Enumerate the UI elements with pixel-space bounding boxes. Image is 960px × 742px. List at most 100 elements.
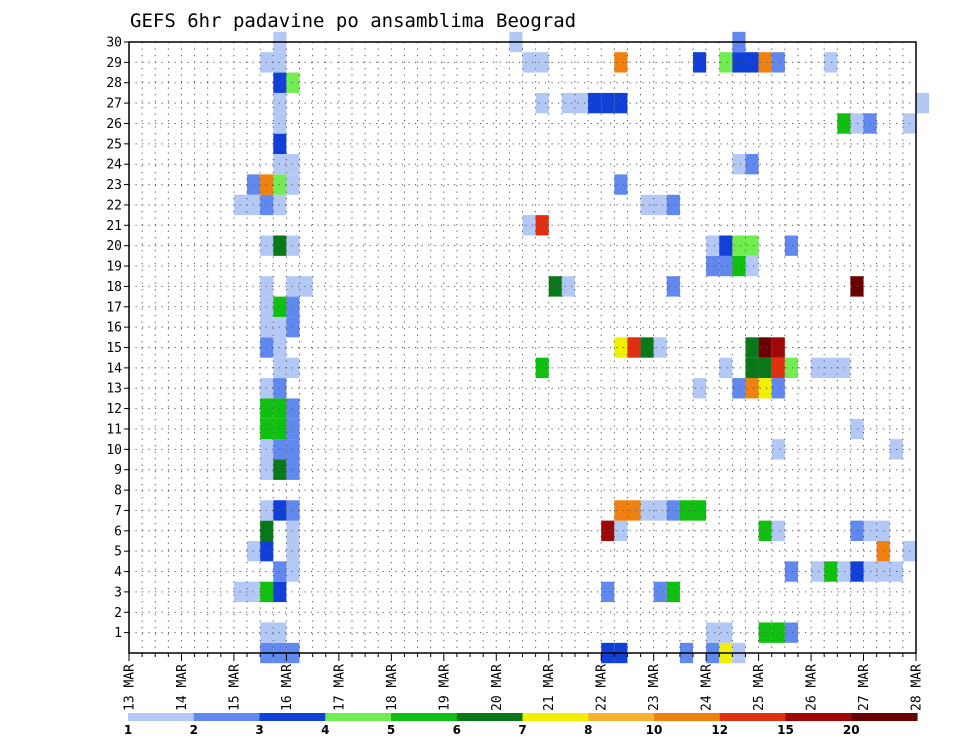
y-tick-label: 11: [106, 422, 122, 437]
precip-cell: [273, 92, 287, 114]
precip-cell: [666, 581, 680, 603]
precip-cell: [535, 215, 549, 236]
precip-cell: [273, 133, 287, 155]
precip-cell: [745, 235, 759, 256]
precip-cell: [811, 357, 825, 379]
y-tick-label: 27: [106, 97, 122, 112]
precip-cell: [299, 276, 313, 297]
precip-cell: [273, 194, 287, 216]
precip-cell: [719, 52, 733, 73]
precip-cell: [273, 296, 287, 317]
precip-cell: [286, 520, 300, 541]
precip-cell: [273, 581, 287, 603]
precip-cell: [837, 561, 851, 582]
precip-cell: [601, 92, 615, 114]
precip-cell: [273, 337, 287, 358]
ensemble-cells: [233, 31, 930, 664]
precip-cell: [260, 398, 274, 419]
precip-cell: [273, 561, 287, 582]
colorbar: 1 2 3 4 5 6 7 8 10 12 15 20: [124, 713, 918, 737]
precip-cell: [640, 500, 654, 521]
precip-cell: [758, 378, 772, 399]
precip-cell: [286, 398, 300, 419]
precip-cell: [601, 581, 615, 603]
colorbar-label: 12: [711, 723, 728, 737]
precip-cell: [260, 439, 274, 460]
precip-cell: [260, 296, 274, 317]
precip-cell: [850, 520, 864, 541]
y-tick-label: 25: [106, 137, 122, 152]
precip-cell: [850, 276, 864, 297]
precip-cell: [273, 378, 287, 399]
precip-cell: [666, 276, 680, 297]
y-tick-label: 20: [106, 239, 122, 254]
colorbar-label: 3: [255, 723, 263, 737]
precip-cell: [771, 520, 785, 541]
precip-cell: [574, 92, 589, 114]
precip-cell: [286, 439, 300, 460]
y-tick-label: 13: [106, 382, 122, 397]
y-tick-label: 16: [106, 321, 122, 336]
precip-cell: [286, 357, 300, 379]
precip-cell: [273, 357, 287, 379]
colorbar-swatch: [522, 713, 589, 721]
x-tick-label: 27 MAR: [857, 664, 872, 711]
grid-lines: [129, 42, 916, 653]
precip-cell: [273, 418, 287, 440]
chart-title: GEFS 6hr padavine po ansamblima Beograd: [130, 10, 576, 32]
colorbar-swatch: [128, 713, 195, 721]
x-tick-label: 26 MAR: [805, 664, 820, 711]
colorbar-swatch: [193, 713, 261, 721]
x-tick-label: 22 MAR: [595, 664, 610, 711]
colorbar-swatch: [588, 713, 655, 721]
y-tick-label: 9: [114, 463, 122, 478]
y-tick-label: 21: [106, 219, 122, 234]
precip-cell: [850, 113, 864, 134]
precip-cell: [273, 316, 287, 338]
precip-cell: [758, 622, 772, 643]
precip-cell: [732, 52, 746, 73]
x-tick-label: 24 MAR: [700, 664, 715, 711]
precip-cell: [588, 92, 602, 114]
precip-cell: [273, 113, 287, 134]
x-tick-label: 15 MAR: [227, 664, 242, 711]
precip-cell: [614, 92, 628, 114]
precip-cell: [535, 92, 549, 114]
precip-cell: [732, 255, 746, 277]
colorbar-label: 4: [321, 723, 329, 737]
colorbar-label: 8: [584, 723, 592, 737]
precip-cell: [260, 540, 274, 562]
precip-cell: [286, 540, 300, 562]
precip-cell: [260, 52, 274, 73]
precip-cell: [771, 52, 785, 73]
y-tick-label: 24: [106, 158, 122, 173]
precip-cell: [286, 561, 300, 582]
precip-cell: [771, 622, 785, 643]
precip-cell: [286, 500, 300, 521]
y-tick-label: 10: [106, 443, 122, 458]
y-tick-label: 22: [106, 198, 122, 213]
precip-cell: [666, 194, 680, 216]
colorbar-label: 20: [843, 723, 860, 737]
y-tick-label: 1: [114, 626, 122, 641]
precip-cell: [706, 622, 720, 643]
x-tick-label: 20 MAR: [490, 664, 505, 711]
colorbar-swatch: [325, 713, 392, 721]
precip-cell: [719, 622, 733, 643]
colorbar-swatch: [785, 713, 852, 721]
precip-cell: [758, 520, 772, 541]
precip-cell: [732, 154, 746, 175]
precip-cell: [273, 52, 287, 73]
x-tick-label: 19 MAR: [437, 664, 452, 711]
precip-cell: [693, 52, 707, 73]
precip-cell: [837, 113, 851, 134]
precip-cell: [260, 316, 274, 338]
x-tick-label: 25 MAR: [752, 664, 767, 711]
precip-cell: [614, 52, 628, 73]
precip-cell: [260, 520, 274, 541]
precip-cell: [732, 378, 746, 399]
precip-cell: [260, 194, 274, 216]
colorbar-swatch: [654, 713, 721, 721]
precip-cell: [771, 378, 785, 399]
precip-cell: [771, 337, 785, 358]
